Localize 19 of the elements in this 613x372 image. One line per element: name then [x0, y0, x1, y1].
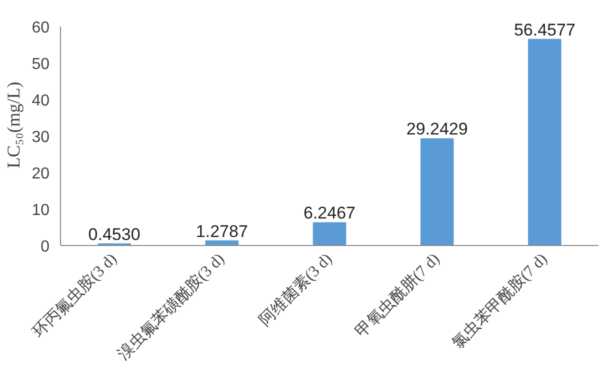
x-tick-label: 氯虫苯甲酰胺(7 d): [448, 250, 551, 352]
y-tick-label: 30: [32, 128, 50, 146]
y-axis-title: LC₅₀(mg/L): [4, 82, 24, 168]
data-label: 56.4577: [514, 20, 576, 40]
x-tick-label: 阿维菌素(3 d): [256, 250, 336, 330]
y-tick-label: 40: [32, 92, 50, 110]
data-label: 1.2787: [196, 222, 248, 241]
data-label: 29.2429: [406, 120, 468, 139]
data-label: 0.4530: [88, 224, 140, 244]
y-tick-label: 50: [32, 56, 50, 73]
y-tick-label: 10: [32, 202, 50, 219]
bar: [312, 222, 346, 246]
y-tick-label: 20: [32, 165, 50, 182]
y-tick-label: 0: [40, 238, 50, 256]
x-tick-label: 甲氧虫酰肼(7 d): [352, 250, 444, 341]
data-label: 6.2467: [304, 204, 356, 223]
bar: [528, 38, 562, 246]
bar: [420, 138, 454, 246]
y-tick-label: 60: [32, 19, 50, 36]
